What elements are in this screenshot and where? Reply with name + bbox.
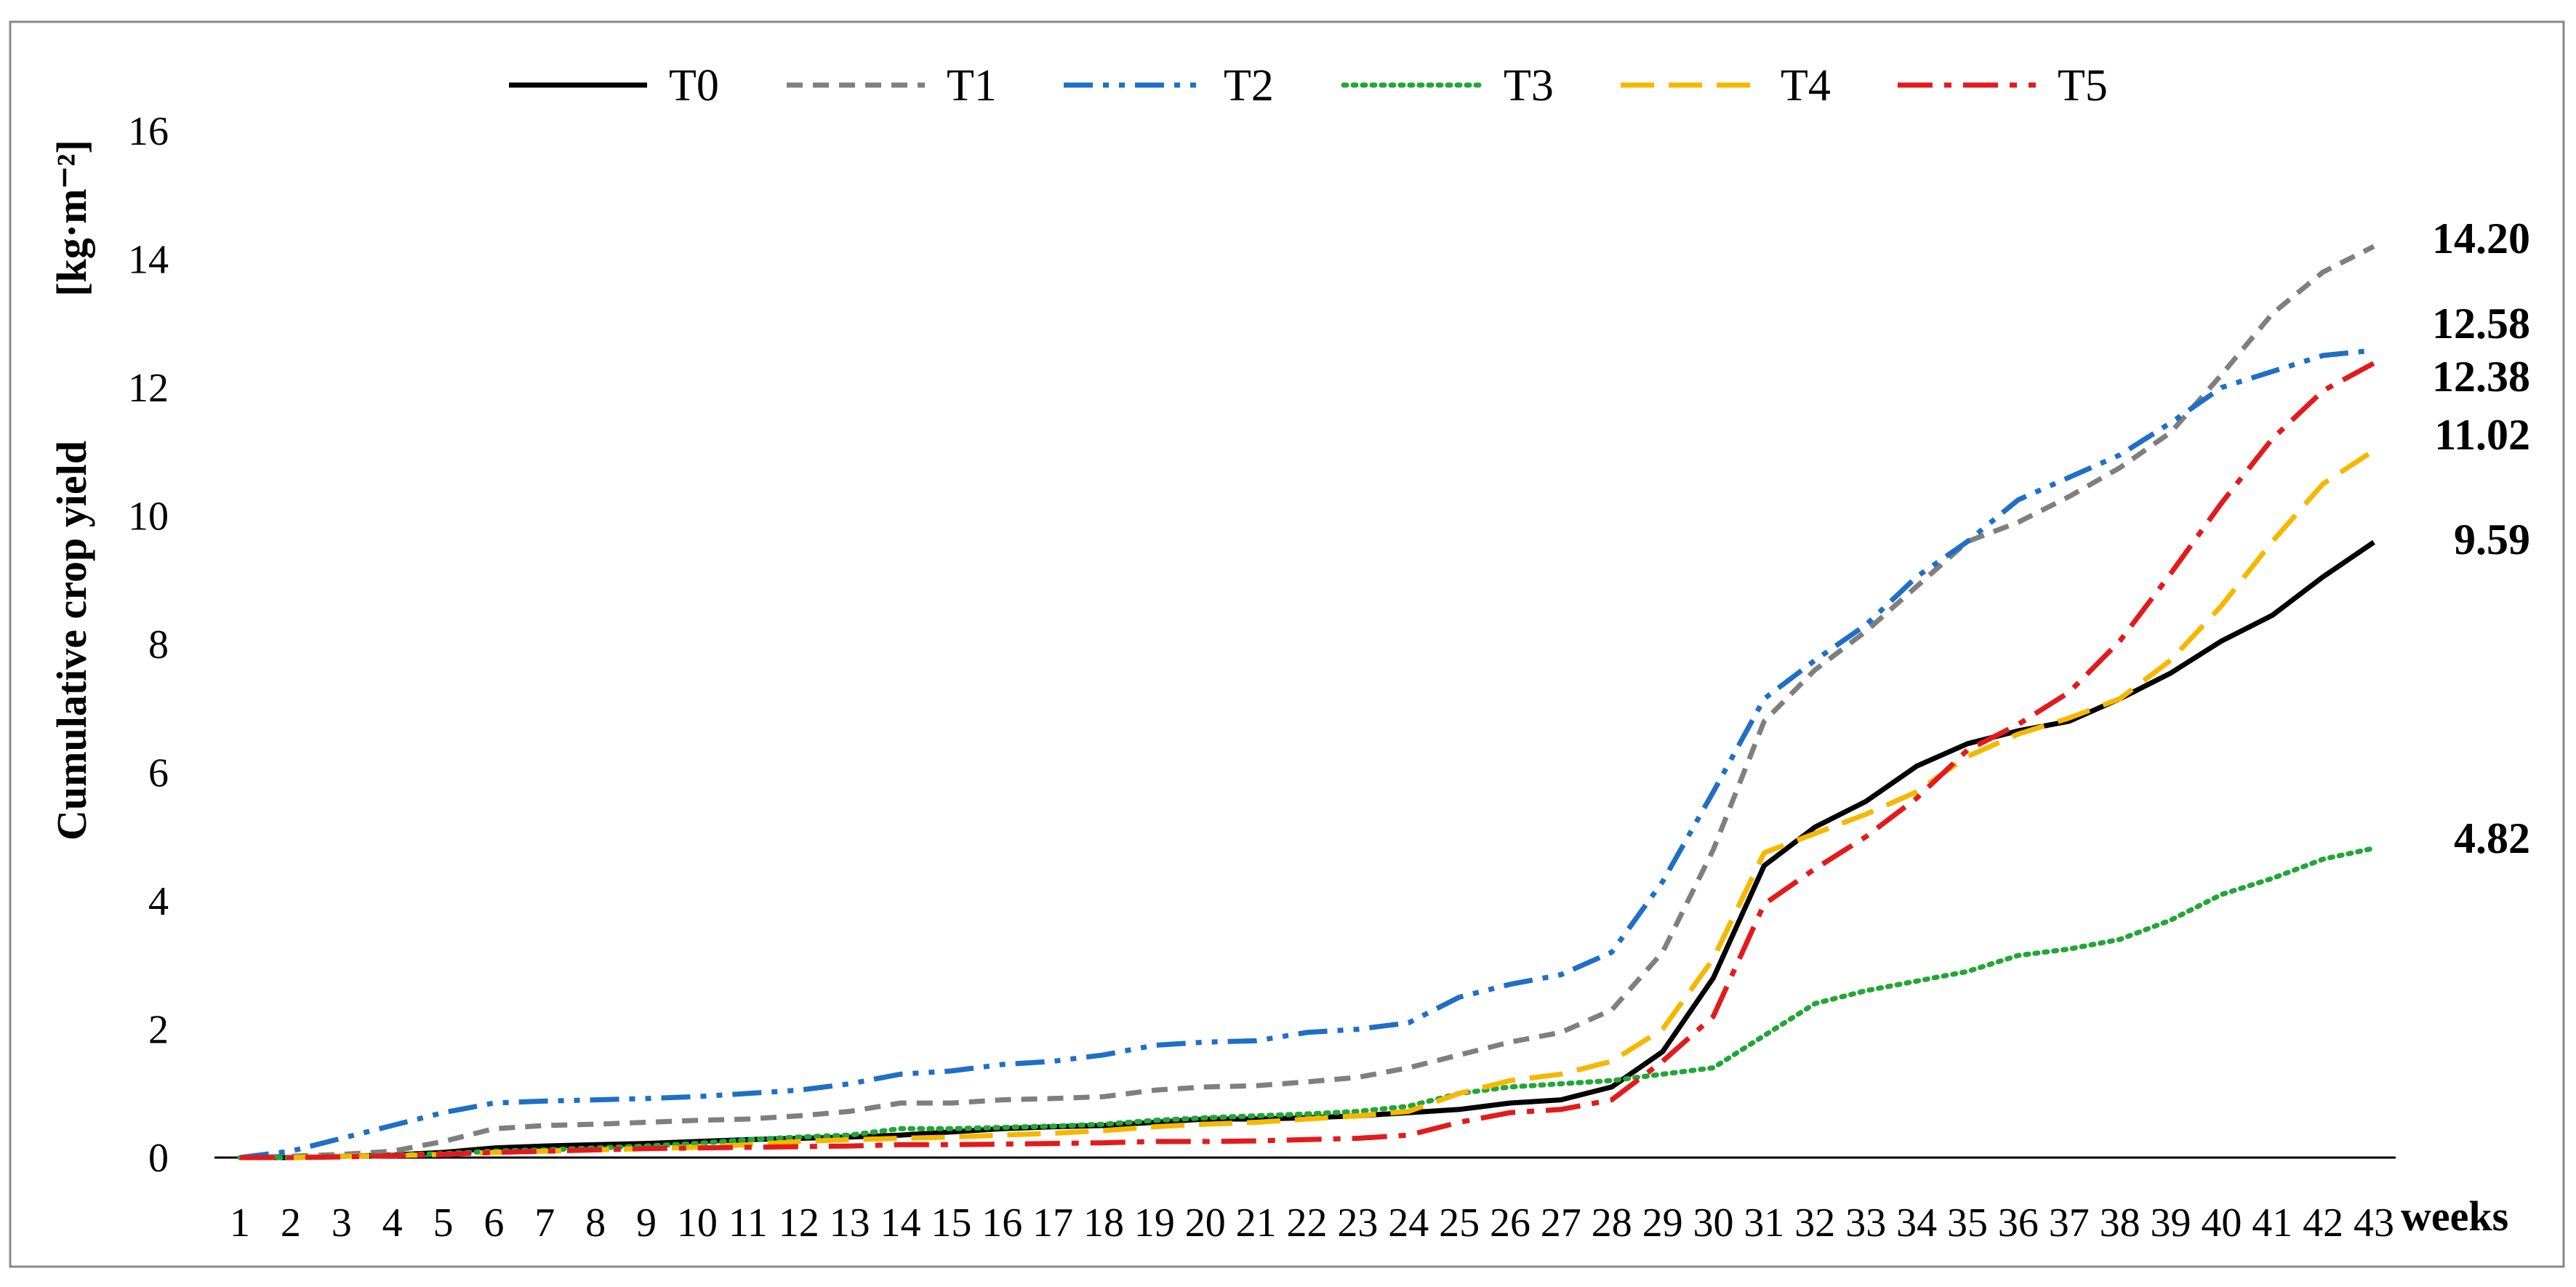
y-axis-title-group: Cumulative crop yield [48, 441, 95, 841]
x-tick-label: 26 [1490, 1200, 1530, 1246]
x-tick-label: 23 [1337, 1200, 1378, 1246]
x-axis: 1 2 3 4 5 6 7 8 9 10 11 12 13 14 15 16 17 18 19 20 21 22 23 24 2… [230, 1200, 2394, 1246]
end-value-label-t0: 9.59 [2454, 516, 2530, 564]
x-tick-label: 9 [636, 1200, 657, 1246]
y-tick-label: 12 [128, 366, 169, 411]
series-line-t3 [237, 846, 2377, 1160]
end-value-label-t1: 14.20 [2432, 214, 2530, 262]
y-axis-unit: [kg·m⁻²] [48, 140, 95, 297]
series-line-t2 [239, 348, 2375, 1160]
x-tick-label: 2 [281, 1200, 301, 1246]
x-tick-label: 1 [230, 1200, 250, 1246]
x-tick-label: 11 [729, 1200, 768, 1246]
x-tick-label: 4 [382, 1200, 403, 1246]
y-axis: 0 2 4 6 8 10 12 14 16 [128, 109, 169, 1181]
x-tick-label: 41 [2252, 1200, 2292, 1246]
x-tick-label: 6 [483, 1200, 504, 1246]
series-line-t1 [239, 244, 2375, 1160]
x-axis-title: weeks [2401, 1192, 2508, 1240]
end-value-label-t3: 4.82 [2454, 814, 2530, 862]
x-tick-label: 10 [677, 1200, 718, 1246]
x-tick-label: 39 [2150, 1200, 2191, 1246]
y-tick-label: 16 [128, 109, 169, 154]
y-axis-title: Cumulative crop yield [48, 441, 95, 841]
x-tick-label: 19 [1134, 1200, 1175, 1246]
legend-label-t4: T4 [1781, 61, 1831, 111]
series-layer [237, 244, 2377, 1160]
end-value-label-t4: 11.02 [2434, 411, 2530, 459]
x-tick-label: 28 [1592, 1200, 1632, 1246]
x-tick-label: 34 [1896, 1200, 1937, 1246]
y-tick-label: 0 [148, 1136, 169, 1181]
x-tick-label: 42 [2303, 1200, 2343, 1246]
legend-label-t1: T1 [947, 61, 997, 111]
end-labels: 9.59 14.20 12.58 4.82 11.02 12.38 [2432, 214, 2530, 862]
x-tick-label: 38 [2100, 1200, 2140, 1246]
y-tick-label: 2 [148, 1008, 169, 1053]
legend-label-t2: T2 [1224, 61, 1274, 111]
x-tick-label: 35 [1947, 1200, 1988, 1246]
x-tick-label: 29 [1642, 1200, 1683, 1246]
x-tick-label: 30 [1693, 1200, 1734, 1246]
legend-label-t0: T0 [669, 61, 719, 111]
x-tick-label: 22 [1287, 1200, 1328, 1246]
x-tick-label: 24 [1388, 1200, 1429, 1246]
x-tick-label: 31 [1744, 1200, 1784, 1246]
x-tick-label: 12 [779, 1200, 819, 1246]
x-tick-label: 37 [2049, 1200, 2090, 1246]
y-tick-label: 8 [148, 622, 169, 667]
x-tick-label: 27 [1541, 1200, 1581, 1246]
x-tick-label: 3 [332, 1200, 352, 1246]
x-tick-label: 5 [433, 1200, 454, 1246]
y-tick-label: 14 [128, 238, 169, 283]
x-tick-label: 25 [1439, 1200, 1480, 1246]
x-tick-label: 33 [1845, 1200, 1886, 1246]
x-tick-label: 36 [1998, 1200, 2039, 1246]
x-tick-label: 43 [2354, 1200, 2394, 1246]
x-tick-label: 13 [830, 1200, 870, 1246]
legend: T0 T1 T2 T3 T4 T5 [509, 61, 2108, 111]
y-tick-label: 6 [148, 751, 169, 796]
x-tick-label: 21 [1236, 1200, 1277, 1246]
x-tick-label: 17 [1032, 1200, 1073, 1246]
x-tick-label: 18 [1083, 1200, 1124, 1246]
legend-label-t5: T5 [2058, 61, 2108, 111]
y-tick-label: 4 [148, 879, 169, 924]
end-value-label-t2: 12.58 [2432, 300, 2530, 348]
x-tick-label: 14 [880, 1200, 920, 1246]
x-tick-label: 16 [982, 1200, 1022, 1246]
x-tick-label: 40 [2201, 1200, 2242, 1246]
end-value-label-t5: 12.38 [2432, 353, 2530, 401]
x-tick-label: 15 [931, 1200, 971, 1246]
x-tick-label: 7 [534, 1200, 555, 1246]
x-tick-label: 20 [1185, 1200, 1226, 1246]
legend-label-t3: T3 [1504, 61, 1554, 111]
chart-frame [9, 20, 2565, 1268]
series-line-t5 [240, 361, 2375, 1160]
x-tick-label: 8 [585, 1200, 606, 1246]
y-axis-unit-group: [kg·m⁻²] [48, 140, 95, 297]
y-tick-label: 10 [128, 494, 169, 540]
x-tick-label: 32 [1794, 1200, 1835, 1246]
